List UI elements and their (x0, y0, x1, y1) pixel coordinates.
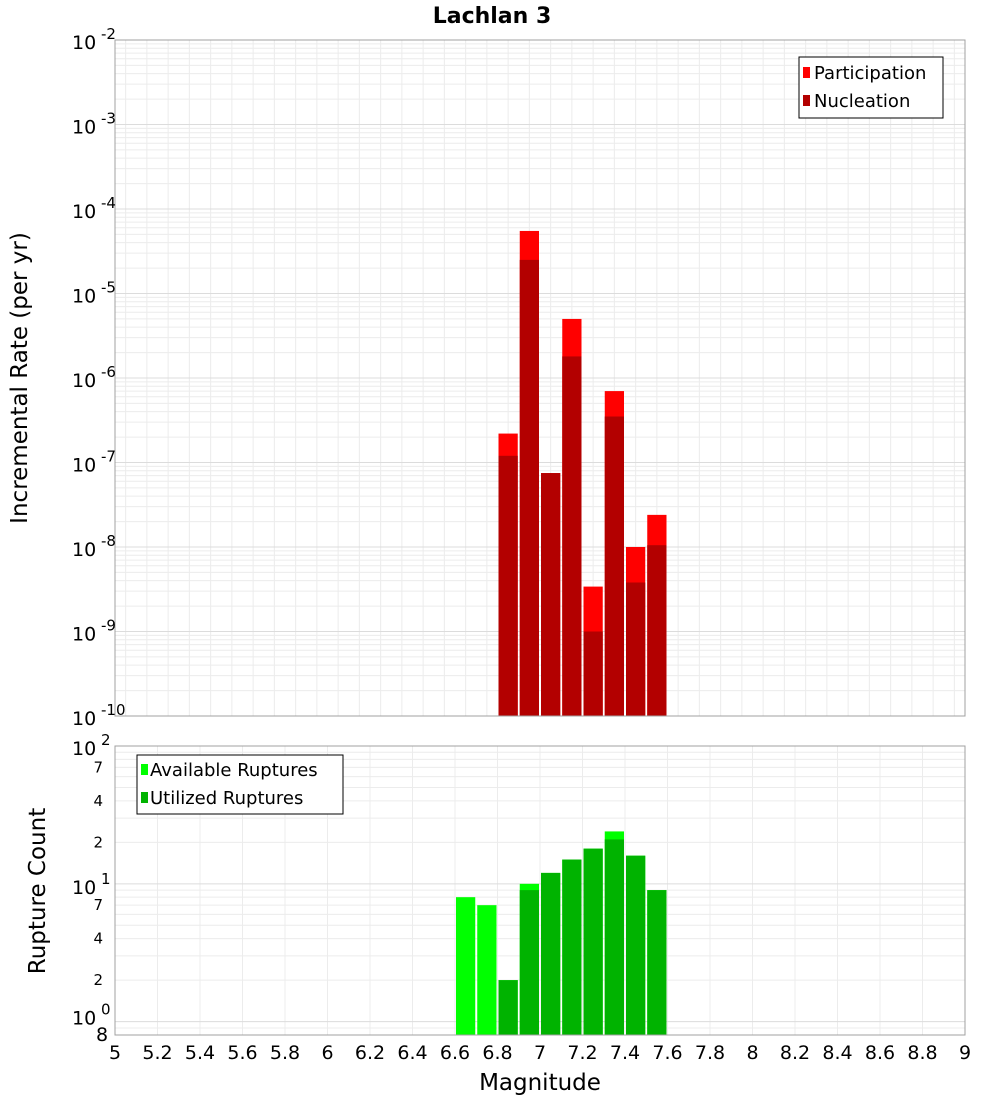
x-tick-label: 7.2 (567, 1042, 597, 1064)
count-bars (456, 831, 667, 1035)
utilized-ruptures-bar (519, 890, 539, 1035)
rate-bars (498, 230, 667, 717)
count-legend: Available Ruptures Utilized Ruptures (136, 754, 344, 815)
y-minor-tick-label: 2 (93, 833, 103, 851)
y-minor-tick-label: 7 (93, 896, 103, 914)
nucleation-bar (498, 455, 518, 716)
y-tick-exponent: 0 (101, 1001, 111, 1019)
x-tick-label: 8.6 (865, 1042, 895, 1064)
x-tick-label: 9 (959, 1042, 971, 1064)
utilized-ruptures-bar (562, 859, 582, 1035)
x-axis-ticks: 5 5.2 5.4 5.6 5.8 6 6.2 6.4 6.6 6.8 7 7.2 7.4 7.6 7.8 8… (109, 1042, 971, 1064)
count-panel: 10 0 10 1 10 2 8 2 4 7 2 4 7 5 5.2 5.4 5.6 5.8 6 6.2 6.4 6.6… (25, 731, 971, 1096)
legend-entry: Utilized Ruptures (150, 788, 303, 809)
legend-swatch (803, 67, 810, 78)
utilized-ruptures-bar (583, 848, 603, 1035)
y-tick-exponent: -9 (101, 617, 116, 635)
y-tick-label: 10 (72, 455, 96, 477)
x-tick-label: 5.6 (227, 1042, 257, 1064)
x-tick-label: 5.4 (185, 1042, 215, 1064)
available-ruptures-bar (456, 897, 476, 1035)
y-tick-label: 10 (72, 877, 96, 899)
available-ruptures-bar (477, 905, 497, 1035)
y-tick-label: 10 (72, 539, 96, 561)
y-tick-exponent: -2 (101, 25, 116, 43)
chart-title: Lachlan 3 (433, 4, 552, 29)
y-tick-exponent: -8 (101, 532, 116, 550)
x-tick-label: 6.6 (440, 1042, 470, 1064)
y-tick-exponent: -6 (101, 363, 116, 381)
x-tick-label: 5.8 (270, 1042, 300, 1064)
y-tick-label: 10 (72, 370, 96, 392)
legend-swatch (141, 792, 148, 803)
y-tick-exponent: -5 (101, 279, 116, 297)
y-tick-exponent: -3 (101, 110, 116, 128)
y-minor-tick-label: 8 (96, 1024, 108, 1046)
y-minor-tick-label: 2 (93, 971, 103, 989)
x-tick-label: 7.8 (695, 1042, 725, 1064)
legend-entry: Participation (814, 63, 926, 84)
utilized-ruptures-bar (604, 839, 624, 1035)
y-tick-exponent: 1 (101, 870, 111, 888)
y-minor-tick-label: 4 (93, 930, 103, 948)
count-legend-box (136, 754, 344, 815)
count-y-axis-label: Rupture Count (25, 808, 51, 974)
nucleation-bar (541, 473, 561, 716)
y-tick-label: 10 (72, 201, 96, 223)
y-tick-label: 10 (72, 32, 96, 54)
count-y-ticks: 10 0 10 1 10 2 8 2 4 7 2 4 7 (72, 731, 111, 1046)
legend-entry: Available Ruptures (150, 760, 318, 781)
y-tick-exponent: 2 (101, 731, 111, 749)
x-tick-label: 8.2 (780, 1042, 810, 1064)
x-tick-label: 8.4 (822, 1042, 852, 1064)
x-tick-label: 7.4 (610, 1042, 640, 1064)
x-tick-label: 7 (534, 1042, 546, 1064)
rate-y-axis-label: Incremental Rate (per yr) (7, 232, 33, 524)
legend-swatch (803, 95, 810, 106)
nucleation-bar (519, 259, 539, 716)
x-tick-label: 7.6 (652, 1042, 682, 1064)
nucleation-bar (626, 582, 646, 716)
rate-panel: 10 -10 10 -9 10 -8 10 -7 10 -6 10 -5 10 -4 10 -3 10 -2 In… (7, 25, 966, 730)
nucleation-bar (647, 545, 667, 716)
nucleation-bar (583, 631, 603, 716)
nucleation-bar (604, 416, 624, 716)
y-tick-label: 10 (72, 624, 96, 646)
x-tick-label: 6.8 (482, 1042, 512, 1064)
x-tick-label: 5 (109, 1042, 121, 1064)
y-minor-tick-label: 7 (93, 758, 103, 776)
utilized-ruptures-bar (541, 872, 561, 1035)
utilized-ruptures-bar (626, 855, 646, 1035)
y-tick-exponent: -10 (101, 701, 126, 719)
y-tick-label: 10 (72, 708, 96, 730)
y-tick-label: 10 (72, 286, 96, 308)
y-tick-label: 10 (72, 1008, 96, 1030)
x-tick-label: 5.2 (142, 1042, 172, 1064)
nucleation-bar (562, 356, 582, 716)
x-tick-label: 6 (321, 1042, 333, 1064)
utilized-ruptures-bar (498, 980, 518, 1035)
y-tick-label: 10 (72, 117, 96, 139)
legend-swatch (141, 764, 148, 775)
count-plot-border (114, 745, 966, 1036)
x-axis-label: Magnitude (479, 1070, 601, 1096)
y-minor-tick-label: 4 (93, 792, 103, 810)
rate-plot-border (114, 39, 966, 717)
x-tick-label: 8.8 (907, 1042, 937, 1064)
rate-legend: Participation Nucleation (798, 56, 944, 119)
rate-y-ticks: 10 -10 10 -9 10 -8 10 -7 10 -6 10 -5 10 -4 10 -3 10 -2 (72, 25, 126, 730)
y-tick-exponent: -4 (101, 194, 116, 212)
legend-entry: Nucleation (814, 91, 910, 112)
utilized-ruptures-bar (647, 890, 667, 1035)
rate-legend-box (798, 56, 944, 119)
y-tick-exponent: -7 (101, 448, 116, 466)
y-tick-label: 10 (72, 738, 96, 760)
x-tick-label: 8 (746, 1042, 758, 1064)
x-tick-label: 6.2 (355, 1042, 385, 1064)
x-tick-label: 6.4 (397, 1042, 427, 1064)
